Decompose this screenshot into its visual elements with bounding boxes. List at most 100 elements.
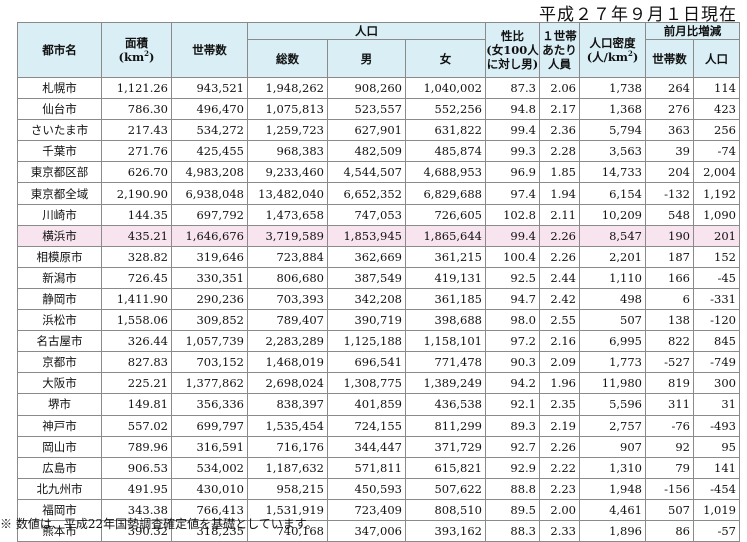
table-row: 札幌市 1,121.26 943,521 1,948,262 908,260 1,040,… xyxy=(17,76,740,100)
table-cell: 552,256 xyxy=(405,98,486,121)
city-name-cell: 東京都全域 xyxy=(17,182,102,205)
table-cell: 5,794 xyxy=(579,119,646,142)
table-cell: 435.21 xyxy=(101,224,172,247)
table-cell: 507 xyxy=(645,498,694,521)
table-cell: 968,383 xyxy=(247,140,328,163)
table-cell: 92.5 xyxy=(485,266,540,289)
table-cell: 90.3 xyxy=(485,351,540,374)
table-cell: 309,852 xyxy=(171,309,248,332)
table-cell: 523,557 xyxy=(327,98,406,121)
table-cell: 3,719,589 xyxy=(247,224,328,247)
table-cell: 699,797 xyxy=(171,414,248,437)
table-cell: 5,596 xyxy=(579,393,646,416)
header-city: 都市名 xyxy=(17,22,102,78)
table-cell: 89.3 xyxy=(485,414,540,437)
table-cell: 97.2 xyxy=(485,330,540,353)
table-cell: 2.16 xyxy=(539,330,580,353)
city-name-cell: 広島市 xyxy=(17,456,102,479)
table-cell: 631,822 xyxy=(405,119,486,142)
city-name-cell: 北九州市 xyxy=(17,477,102,500)
table-cell: -331 xyxy=(693,287,740,311)
table-cell: 94.2 xyxy=(485,372,540,395)
table-cell: 1,308,775 xyxy=(327,372,406,395)
table-cell: 1,468,019 xyxy=(247,351,328,374)
table-cell: 507,622 xyxy=(405,477,486,500)
table-cell: -454 xyxy=(693,477,740,500)
table-row: 広島市 906.53 534,002 1,187,632 571,811 615,821 9… xyxy=(17,456,740,479)
table-cell: 225.21 xyxy=(101,372,172,395)
table-cell: 371,729 xyxy=(405,435,486,458)
table-row: さいたま市 217.43 534,272 1,259,723 627,901 631,82… xyxy=(17,119,740,142)
table-cell: 4,688,953 xyxy=(405,161,486,184)
table-cell: 723,409 xyxy=(327,498,406,521)
city-name-cell: 堺市 xyxy=(17,393,102,416)
table-cell: 2.23 xyxy=(539,477,580,500)
table-cell: 907 xyxy=(579,435,646,458)
table-cell: 290,236 xyxy=(171,287,248,311)
table-cell: -76 xyxy=(645,414,694,437)
table-cell: 2.00 xyxy=(539,498,580,521)
city-name-cell: 大阪市 xyxy=(17,372,102,395)
table-cell: 2.26 xyxy=(539,435,580,458)
city-name-cell: 静岡市 xyxy=(17,287,102,311)
table-cell: 943,521 xyxy=(171,76,248,100)
table-cell: 92.9 xyxy=(485,456,540,479)
table-cell: 1,865,644 xyxy=(405,224,486,247)
table-cell: 356,336 xyxy=(171,393,248,416)
table-cell: 4,461 xyxy=(579,498,646,521)
table-row: 北九州市 491.95 430,010 958,215 450,593 507,622 88… xyxy=(17,477,740,500)
table-row: 神戸市 557.02 699,797 1,535,454 724,155 811,299 8… xyxy=(17,414,740,437)
table-row: 名古屋市 326.44 1,057,739 2,283,289 1,125,188 1,1… xyxy=(17,330,740,353)
table-cell: 6,652,352 xyxy=(327,182,406,205)
table-cell: 811,299 xyxy=(405,414,486,437)
table-cell: 771,478 xyxy=(405,351,486,374)
table-row: 川崎市 144.35 697,792 1,473,658 747,053 726,605 1… xyxy=(17,203,740,226)
table-cell: 425,455 xyxy=(171,140,248,163)
table-cell: 14,733 xyxy=(579,161,646,184)
table-cell: 419,131 xyxy=(405,266,486,289)
table-cell: 114 xyxy=(693,76,740,100)
table-cell: 1,019 xyxy=(693,498,740,521)
table-cell: 716,176 xyxy=(247,435,328,458)
table-cell: 92.1 xyxy=(485,393,540,416)
table-cell: 390,719 xyxy=(327,309,406,332)
table-cell: 2.55 xyxy=(539,309,580,332)
table-body: 札幌市 1,121.26 943,521 1,948,262 908,260 1,040,… xyxy=(17,76,740,542)
table-cell: -45 xyxy=(693,266,740,289)
table-cell: 330,351 xyxy=(171,266,248,289)
table-cell: 328.82 xyxy=(101,245,172,268)
table-cell: 342,208 xyxy=(327,287,406,311)
table-cell: 1,646,676 xyxy=(171,224,248,247)
table-cell: 92.7 xyxy=(485,435,540,458)
table-cell: 1,310 xyxy=(579,456,646,479)
header-households: 世帯数 xyxy=(171,22,248,78)
table-cell: 89.5 xyxy=(485,498,540,521)
table-cell: 201 xyxy=(693,224,740,247)
city-name-cell: 仙台市 xyxy=(17,98,102,121)
table-cell: 152 xyxy=(693,245,740,268)
city-name-cell: 千葉市 xyxy=(17,140,102,163)
table-cell: 1,389,249 xyxy=(405,372,486,395)
table-cell: 361,215 xyxy=(405,245,486,268)
table-cell: 819 xyxy=(645,372,694,395)
table-cell: 726.45 xyxy=(101,266,172,289)
table-cell: 747,053 xyxy=(327,203,406,226)
table-cell: 1,535,454 xyxy=(247,414,328,437)
header-sex-ratio: 性比 (女100人 に対し男) xyxy=(485,22,540,78)
table-cell: 1.96 xyxy=(539,372,580,395)
header-monthly-change: 前月比増減 xyxy=(645,22,740,40)
table-cell: 496,470 xyxy=(171,98,248,121)
table-cell: -527 xyxy=(645,351,694,374)
table-cell: 149.81 xyxy=(101,393,172,416)
table-row: 京都市 827.83 703,152 1,468,019 696,541 771,478 9… xyxy=(17,351,740,374)
table-cell: 13,482,040 xyxy=(247,182,328,205)
table-cell: 9,233,460 xyxy=(247,161,328,184)
table-cell: -749 xyxy=(693,351,740,374)
table-cell: 1,125,188 xyxy=(327,330,406,353)
table-cell: 2.06 xyxy=(539,76,580,100)
header-area: 面積 (km2) xyxy=(101,22,172,78)
table-cell: 88.8 xyxy=(485,477,540,500)
city-name-cell: 相模原市 xyxy=(17,245,102,268)
table-cell: 2,757 xyxy=(579,414,646,437)
header-population: 人口 xyxy=(247,22,486,40)
